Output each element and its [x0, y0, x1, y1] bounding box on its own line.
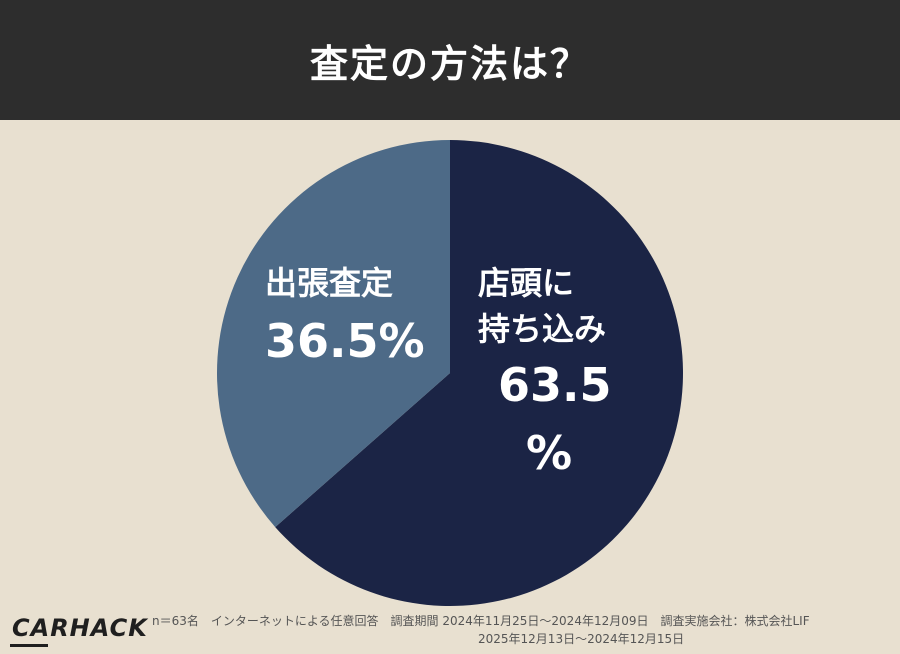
- survey-note: n＝63名 インターネットによる任意回答 調査期間 2024年11月25日〜20…: [152, 612, 892, 648]
- footer: CARHACK n＝63名 インターネットによる任意回答 調査期間 2024年1…: [0, 608, 900, 654]
- slice-label-instore: 店頭に 持ち込み 63.5 %: [478, 260, 612, 482]
- pie-chart-area: 店頭に 持ち込み 63.5 % 出張査定 36.5%: [0, 120, 900, 610]
- header-bar: 査定の方法は？: [0, 0, 900, 120]
- page-title: 査定の方法は？: [309, 41, 590, 86]
- pie-slice-instore: [275, 140, 683, 606]
- instore-percent-value: 63.5: [498, 358, 612, 412]
- visit-label-name: 出張査定: [265, 264, 394, 302]
- pie-slice-visit: [217, 140, 450, 528]
- instore-label-line2: 持ち込み: [478, 310, 607, 348]
- pie-chart: [217, 140, 683, 606]
- logo-underline: [10, 644, 48, 647]
- instore-label-line1: 店頭に: [478, 264, 575, 302]
- slice-label-visit: 出張査定 36.5%: [265, 260, 425, 370]
- survey-note-line2: 2025年12月13日〜2024年12月15日: [478, 632, 685, 646]
- carhack-logo: CARHACK: [12, 614, 148, 642]
- survey-note-line1: n＝63名 インターネットによる任意回答 調査期間 2024年11月25日〜20…: [152, 614, 810, 628]
- visit-percent-value: 36.5%: [265, 314, 425, 368]
- instore-percent-sign: %: [526, 426, 573, 480]
